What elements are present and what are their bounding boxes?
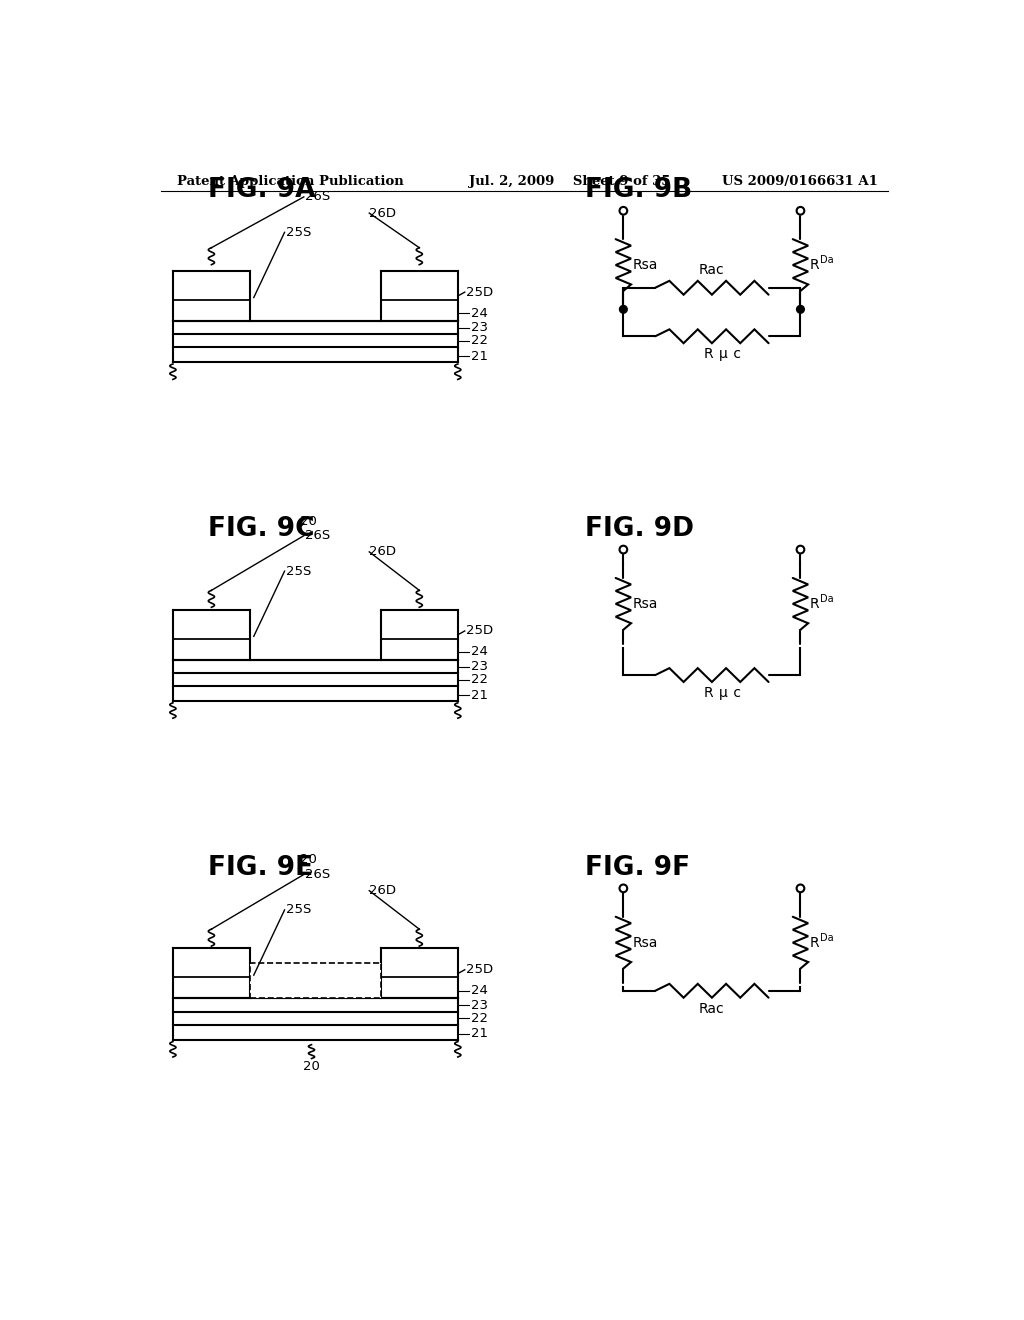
Text: 22: 22 xyxy=(471,673,487,686)
Text: Patent Application Publication: Patent Application Publication xyxy=(177,176,403,187)
Text: US 2009/0166631 A1: US 2009/0166631 A1 xyxy=(722,176,878,187)
Text: R: R xyxy=(810,259,819,272)
Text: 25S: 25S xyxy=(286,903,311,916)
Text: 23: 23 xyxy=(471,321,487,334)
Text: μ: μ xyxy=(719,686,728,700)
Text: 26D: 26D xyxy=(370,206,396,219)
Text: FIG. 9F: FIG. 9F xyxy=(585,854,690,880)
Text: Da: Da xyxy=(820,256,835,265)
Text: Rsa: Rsa xyxy=(633,936,658,950)
Circle shape xyxy=(620,545,628,553)
Text: Rsa: Rsa xyxy=(633,259,658,272)
Circle shape xyxy=(620,207,628,215)
Text: Rac: Rac xyxy=(699,263,725,277)
Text: FIG. 9C: FIG. 9C xyxy=(208,516,314,541)
Text: 26D: 26D xyxy=(370,545,396,558)
Text: 25S: 25S xyxy=(286,226,311,239)
Text: 21: 21 xyxy=(471,1027,487,1040)
Text: 26D: 26D xyxy=(370,884,396,898)
Text: FIG. 9B: FIG. 9B xyxy=(585,177,692,203)
Circle shape xyxy=(620,305,628,313)
Text: 20: 20 xyxy=(300,853,316,866)
Text: Da: Da xyxy=(820,594,835,605)
Text: FIG. 9E: FIG. 9E xyxy=(208,854,312,880)
Text: 22: 22 xyxy=(471,1012,487,1026)
Text: 22: 22 xyxy=(471,334,487,347)
Text: R: R xyxy=(703,347,713,362)
Text: 26S: 26S xyxy=(304,869,330,880)
Text: 23: 23 xyxy=(471,660,487,673)
Text: Rac: Rac xyxy=(699,1002,725,1015)
Text: 24: 24 xyxy=(471,985,487,998)
Text: 24: 24 xyxy=(471,645,487,659)
Circle shape xyxy=(797,884,804,892)
Text: 25D: 25D xyxy=(466,285,493,298)
Text: Jul. 2, 2009    Sheet 9 of 35: Jul. 2, 2009 Sheet 9 of 35 xyxy=(469,176,671,187)
Text: 21: 21 xyxy=(471,350,487,363)
Text: 25D: 25D xyxy=(466,624,493,638)
Text: 26S: 26S xyxy=(304,529,330,543)
Text: R: R xyxy=(810,597,819,611)
Text: 20: 20 xyxy=(303,1060,319,1073)
Bar xyxy=(250,964,381,998)
Text: 26S: 26S xyxy=(304,190,330,203)
Circle shape xyxy=(797,305,804,313)
Text: 25D: 25D xyxy=(466,964,493,977)
Text: R: R xyxy=(810,936,819,950)
Text: 24: 24 xyxy=(471,306,487,319)
Circle shape xyxy=(620,884,628,892)
Text: FIG. 9D: FIG. 9D xyxy=(585,516,694,541)
Circle shape xyxy=(797,545,804,553)
Text: 21: 21 xyxy=(471,689,487,702)
Text: 20: 20 xyxy=(300,515,316,528)
Text: FIG. 9A: FIG. 9A xyxy=(208,177,315,203)
Text: Rsa: Rsa xyxy=(633,597,658,611)
Text: c: c xyxy=(729,347,740,362)
Text: Da: Da xyxy=(820,933,835,942)
Circle shape xyxy=(797,207,804,215)
Text: 23: 23 xyxy=(471,999,487,1012)
Text: μ: μ xyxy=(719,347,728,362)
Text: 25S: 25S xyxy=(286,565,311,578)
Text: R: R xyxy=(703,686,713,700)
Text: c: c xyxy=(729,686,740,700)
